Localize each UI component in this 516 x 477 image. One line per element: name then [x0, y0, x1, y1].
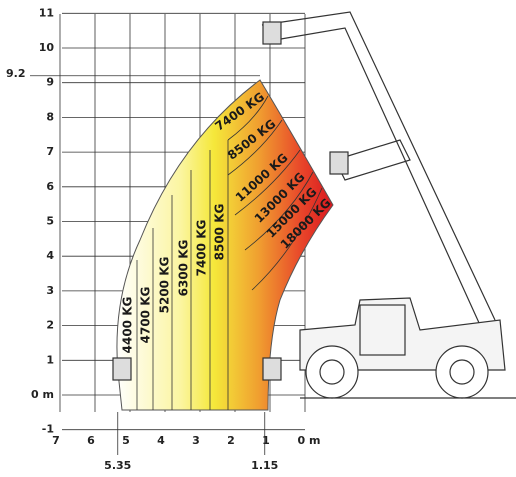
- load-label: 4700 KG: [139, 287, 153, 344]
- y-tick-label: 9: [46, 76, 54, 89]
- load-label: 4400 KG: [121, 297, 135, 354]
- reach-label: 5.35: [104, 459, 131, 472]
- machine: [112, 11, 516, 399]
- x-tick-label: 6: [87, 434, 95, 447]
- max-height-label: 9.2: [6, 67, 26, 80]
- y-tick-label: 3: [46, 284, 54, 297]
- y-tick-label: 2: [46, 319, 54, 332]
- y-tick-label: 8: [46, 110, 54, 123]
- y-tick-label: 1: [46, 353, 54, 366]
- zone-lines: [136, 95, 323, 410]
- y-tick-label: -1: [42, 423, 54, 436]
- load-zone: [116, 79, 334, 411]
- load-label: 8500 KG: [213, 204, 227, 261]
- load-label: 5200 KG: [158, 257, 172, 314]
- x-tick-label: 7: [52, 434, 60, 447]
- reach-label: 1.15: [251, 459, 278, 472]
- x-tick-label: 3: [192, 434, 200, 447]
- y-tick-label: 6: [46, 180, 54, 193]
- y-tick-label: 5: [46, 215, 54, 228]
- y-tick-label: 0 m: [31, 388, 54, 401]
- x-tick-label: 5: [122, 434, 130, 447]
- x-tick-label: 4: [157, 434, 165, 447]
- x-tick-label: 2: [227, 434, 235, 447]
- load-label: 7400 KG: [195, 220, 209, 277]
- x-tick-label: 0 m: [298, 434, 321, 447]
- y-tick-label: 4: [46, 249, 54, 262]
- y-tick-label: 10: [39, 41, 55, 54]
- load-label: 6300 KG: [177, 240, 191, 297]
- x-tick-label: 1: [262, 434, 270, 447]
- y-tick-label: 11: [39, 6, 54, 19]
- y-tick-label: 7: [46, 145, 54, 158]
